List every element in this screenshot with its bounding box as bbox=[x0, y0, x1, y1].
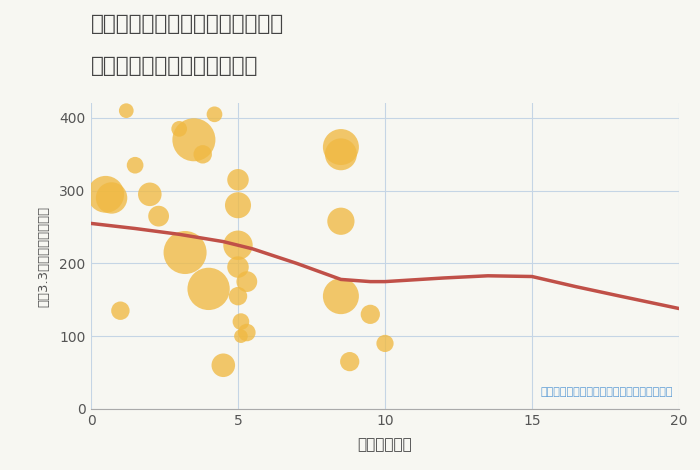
Point bbox=[209, 110, 220, 118]
Point bbox=[179, 249, 190, 256]
Point bbox=[241, 278, 253, 285]
Point bbox=[235, 318, 246, 325]
Point bbox=[335, 143, 346, 151]
X-axis label: 駅距離（分）: 駅距離（分） bbox=[358, 437, 412, 452]
Point bbox=[197, 150, 209, 158]
Point bbox=[218, 361, 229, 369]
Point bbox=[365, 311, 376, 318]
Point bbox=[379, 340, 391, 347]
Point bbox=[335, 150, 346, 158]
Point bbox=[130, 162, 141, 169]
Point bbox=[235, 332, 246, 340]
Point bbox=[232, 292, 244, 300]
Point bbox=[335, 292, 346, 300]
Point bbox=[203, 285, 214, 293]
Point bbox=[120, 107, 132, 114]
Point bbox=[344, 358, 356, 365]
Point bbox=[241, 329, 253, 337]
Point bbox=[335, 218, 346, 225]
Point bbox=[106, 194, 117, 202]
Point bbox=[232, 176, 244, 183]
Text: 神奈川県横浜市中区根岸加曽台の: 神奈川県横浜市中区根岸加曽台の bbox=[91, 14, 284, 34]
Text: 円の大きさは、取引のあった物件面積を示す: 円の大きさは、取引のあった物件面積を示す bbox=[540, 387, 673, 397]
Y-axis label: 坪（3.3㎡）単価（万円）: 坪（3.3㎡）単価（万円） bbox=[38, 205, 50, 307]
Point bbox=[188, 136, 199, 143]
Point bbox=[144, 190, 155, 198]
Point bbox=[232, 202, 244, 209]
Point bbox=[232, 263, 244, 271]
Point bbox=[153, 212, 164, 220]
Point bbox=[100, 190, 111, 198]
Point bbox=[115, 307, 126, 314]
Text: 駅距離別中古マンション価格: 駅距離別中古マンション価格 bbox=[91, 56, 258, 77]
Point bbox=[174, 125, 185, 133]
Point bbox=[232, 242, 244, 249]
